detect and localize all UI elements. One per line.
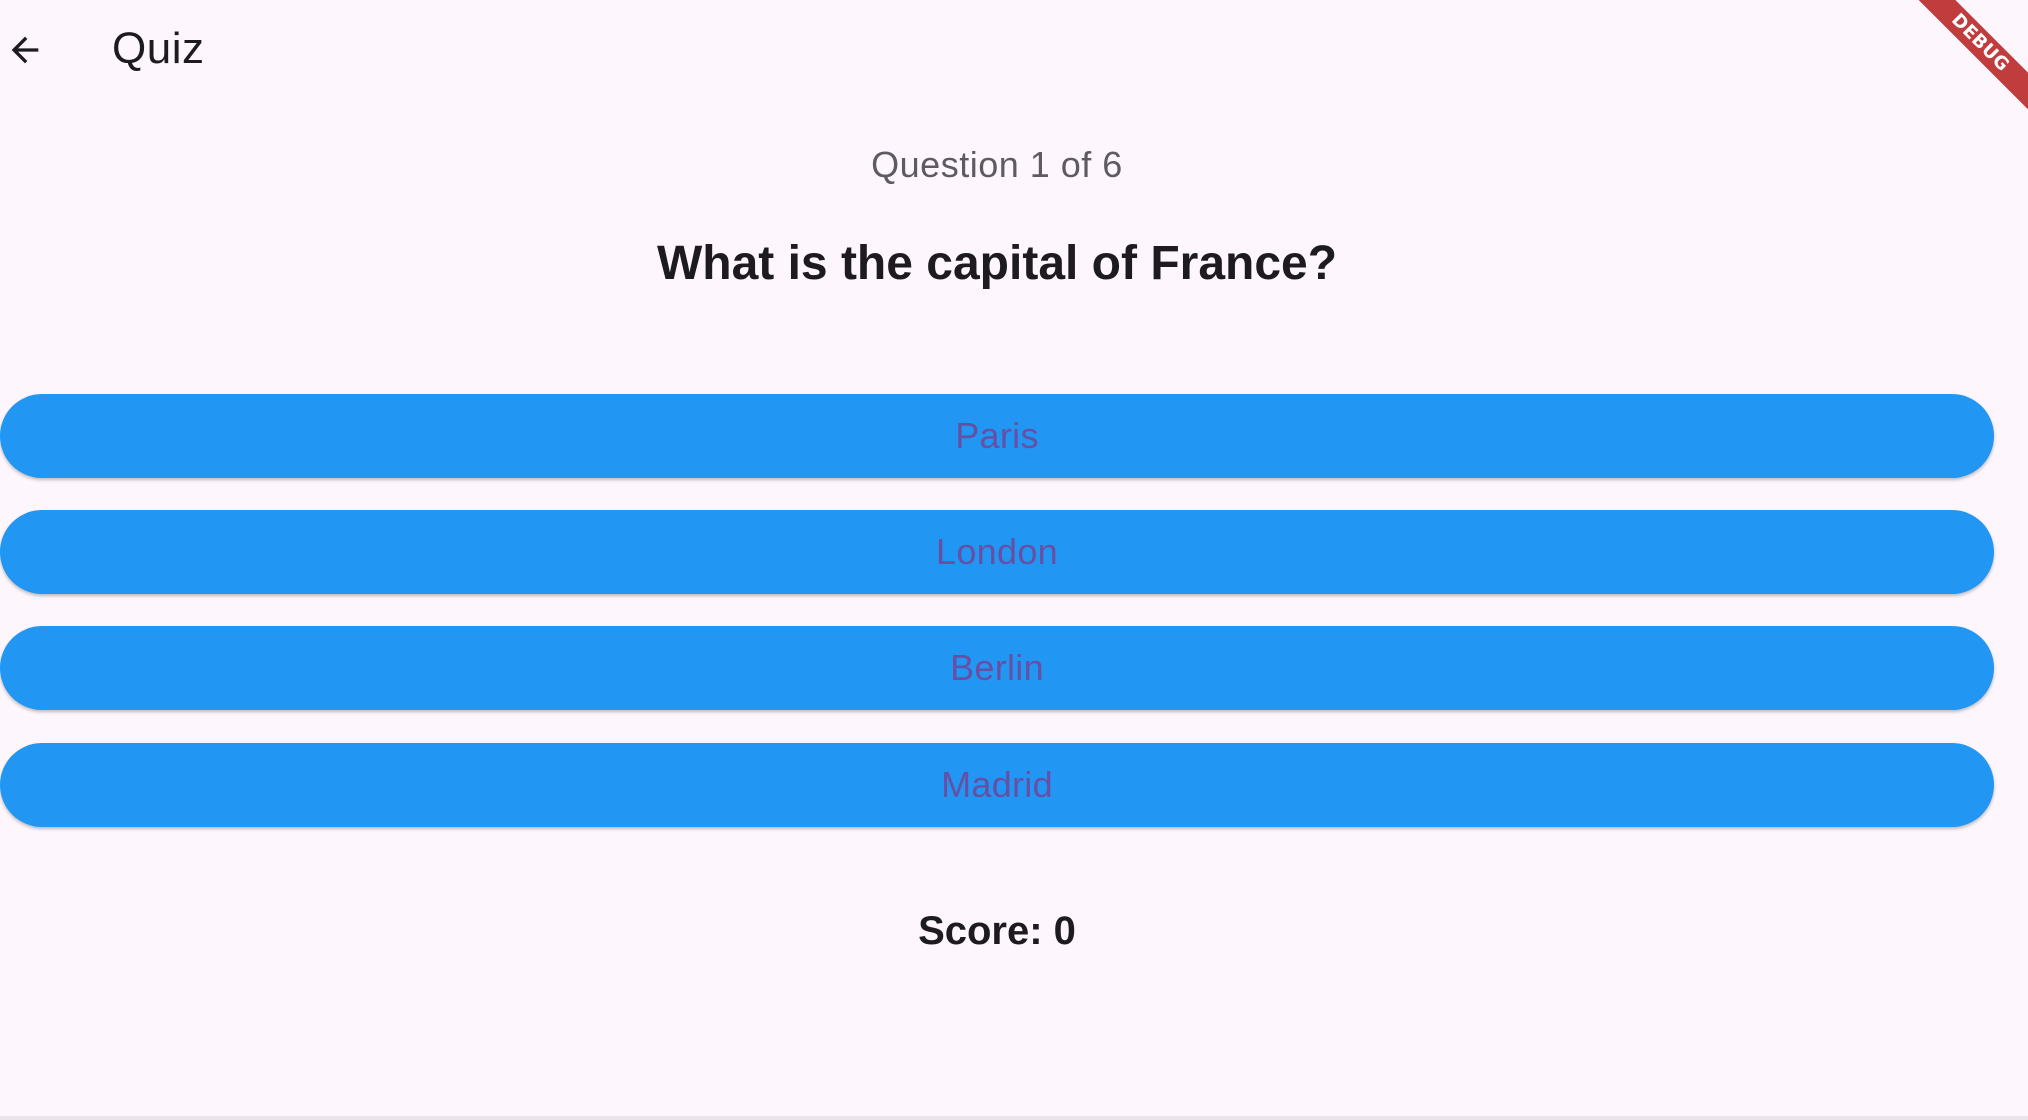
answer-label: Berlin [950, 647, 1044, 688]
question-text: What is the capital of France? [656, 237, 1338, 290]
question-progress: Question 1 of 6 [871, 144, 1123, 185]
answer-button-madrid[interactable]: Madrid [0, 743, 1994, 827]
page-title: Quiz [112, 24, 205, 73]
answer-label: Madrid [941, 764, 1053, 805]
arrow-back-icon [5, 30, 45, 70]
answer-button-paris[interactable]: Paris [0, 394, 1994, 478]
answer-label: London [936, 531, 1058, 572]
score-text: Score: 0 [918, 909, 1076, 953]
answer-button-berlin[interactable]: Berlin [0, 626, 1994, 710]
bottom-divider [0, 1116, 2028, 1120]
app-bar: Quiz [0, 0, 2028, 100]
answer-button-london[interactable]: London [0, 510, 1994, 594]
back-button[interactable] [0, 18, 50, 82]
answer-label: Paris [955, 415, 1039, 456]
